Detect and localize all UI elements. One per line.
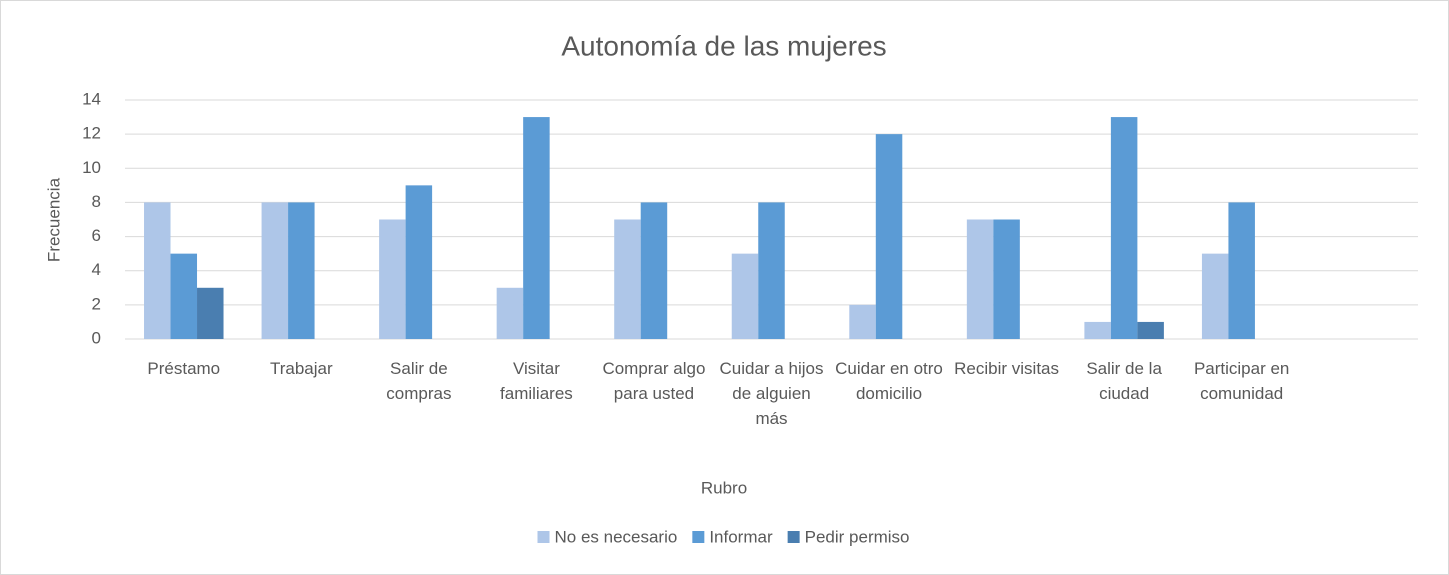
bar — [614, 219, 641, 339]
bar — [1228, 202, 1255, 339]
bar — [144, 202, 171, 339]
y-tick-label: 8 — [92, 192, 101, 211]
legend-swatch — [787, 531, 800, 543]
legend-swatch — [537, 531, 550, 543]
bar — [197, 287, 224, 339]
bar — [405, 185, 433, 339]
bar — [1137, 321, 1164, 339]
bar — [993, 219, 1020, 339]
y-tick-label: 2 — [92, 294, 101, 313]
legend-label: Pedir permiso — [805, 527, 910, 546]
bar — [1084, 321, 1111, 339]
y-tick-label: 0 — [92, 328, 101, 347]
y-tick-label: 4 — [92, 260, 101, 279]
x-tick-label: Visitar familiares — [500, 359, 573, 403]
bar — [849, 304, 876, 339]
bar — [758, 202, 785, 339]
bar — [1201, 253, 1229, 339]
bar — [875, 134, 903, 339]
x-axis-title: Rubro — [701, 478, 747, 497]
legend-swatch — [692, 531, 705, 543]
legend-label: Informar — [709, 527, 773, 546]
legend-label: No es necesario — [554, 527, 677, 546]
bar — [496, 287, 524, 339]
bar — [1110, 117, 1138, 339]
y-tick-label: 10 — [82, 158, 101, 177]
x-tick-label: Recibir visitas — [954, 359, 1059, 378]
x-tick-label: Participar en comunidad — [1193, 359, 1290, 403]
y-tick-label: 12 — [82, 124, 101, 143]
x-tick-label: Salir de la ciudad — [1086, 359, 1162, 403]
bar — [523, 117, 550, 339]
y-tick-label: 14 — [82, 89, 101, 108]
y-axis-title: Frecuencia — [44, 177, 63, 262]
bar — [170, 253, 198, 339]
bar — [640, 202, 668, 339]
x-tick-label: Comprar algo para usted — [602, 359, 706, 403]
x-tick-label: Trabajar — [269, 359, 333, 378]
bar — [379, 219, 406, 339]
x-tick-label: Salir de compras — [386, 359, 452, 403]
x-tick-label: Cuidar en otro domicilio — [835, 359, 943, 403]
bar — [966, 219, 994, 339]
bar — [288, 202, 315, 339]
bar — [731, 253, 759, 339]
x-tick-label: Cuidar a hijos de alguien más — [719, 359, 824, 428]
x-tick-label: Préstamo — [147, 359, 221, 378]
bar — [261, 202, 289, 339]
y-tick-label: 6 — [92, 226, 101, 245]
chart-title: Autonomía de las mujeres — [561, 30, 886, 61]
